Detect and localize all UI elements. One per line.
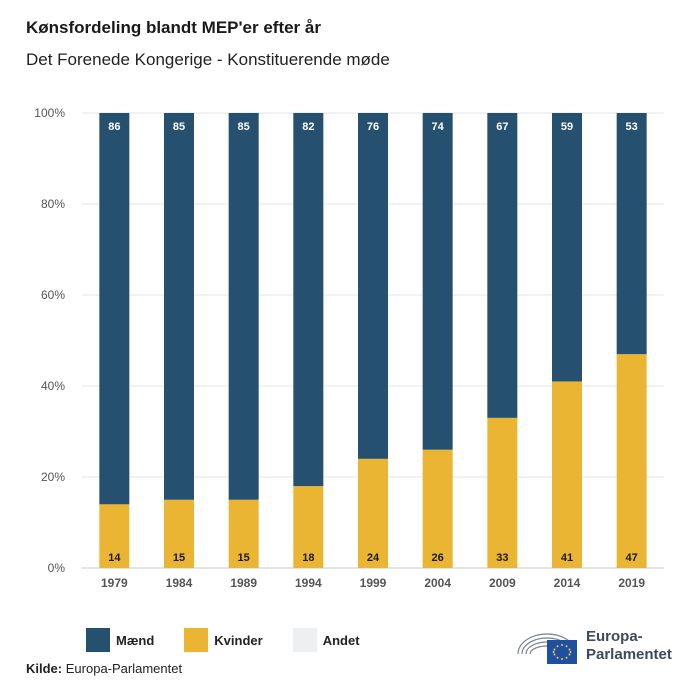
- source-note: Kilde: Europa-Parlamentet: [26, 661, 182, 676]
- data-label-men: 85: [238, 121, 250, 133]
- bar-women: [99, 504, 130, 568]
- bar-women: [293, 486, 324, 568]
- bar-women: [552, 381, 582, 568]
- data-label-men: 53: [626, 121, 638, 133]
- y-tick-label: 0%: [48, 561, 66, 575]
- bar-women: [422, 449, 453, 568]
- legend-item-women: Kvinder: [184, 628, 263, 652]
- x-tick-label: 2019: [618, 576, 645, 590]
- legend-label-other: Andet: [322, 632, 360, 648]
- data-label-women: 33: [496, 552, 508, 564]
- x-tick-label: 1994: [295, 576, 322, 590]
- x-tick-label: 2014: [554, 576, 581, 590]
- legend-swatch-women: [184, 628, 209, 652]
- logo-line-2: Parlamentet: [586, 646, 672, 663]
- x-tick-label: 1979: [101, 576, 128, 590]
- data-label-men: 85: [173, 121, 185, 133]
- legend-item-men: Mænd: [86, 628, 154, 652]
- legend-swatch-men: [86, 628, 110, 652]
- data-label-women: 15: [238, 552, 250, 564]
- bar-women: [616, 354, 647, 568]
- bar-men: [228, 113, 259, 500]
- data-label-women: 26: [432, 552, 444, 564]
- y-tick-label: 60%: [41, 288, 65, 302]
- x-tick-label: 1999: [360, 576, 387, 590]
- bar-men: [552, 113, 582, 382]
- bar-men: [293, 113, 324, 487]
- stacked-bar-chart: 0% 20% 40% 60% 80% 100% 86 14 1979 85 15 1984 85 15 19…: [34, 106, 664, 590]
- source-value: Europa-Parlamentet: [65, 661, 183, 676]
- data-label-men: 82: [302, 121, 314, 133]
- bar-men: [99, 113, 130, 505]
- legend-swatch-other: [292, 628, 317, 652]
- bar-men: [164, 113, 194, 500]
- bar-men: [616, 113, 647, 355]
- x-tick-label: 1984: [166, 576, 193, 590]
- x-tick-label: 2004: [424, 576, 451, 590]
- europarl-logo: Europa- Parlamentet: [514, 624, 684, 668]
- legend-item-other: Andet: [292, 628, 360, 652]
- data-label-men: 59: [561, 121, 573, 133]
- data-label-men: 74: [432, 121, 445, 133]
- data-label-women: 41: [561, 552, 573, 564]
- x-tick-label: 1989: [230, 576, 257, 590]
- y-tick-label: 100%: [34, 106, 65, 120]
- y-tick-label: 20%: [41, 470, 65, 484]
- bar-women: [358, 458, 388, 568]
- data-label-women: 14: [108, 552, 121, 564]
- y-tick-label: 40%: [41, 379, 65, 393]
- logo-line-1: Europa-: [586, 628, 643, 645]
- data-label-women: 47: [626, 552, 638, 564]
- bar-men: [358, 113, 388, 459]
- source-label: Kilde:: [26, 661, 63, 676]
- chart-subtitle: Det Forenede Kongerige - Konstituerende …: [26, 50, 390, 69]
- legend-label-men: Mænd: [116, 632, 155, 648]
- bar-women: [228, 499, 259, 568]
- chart-legend: Mænd Kvinder Andet: [86, 628, 390, 652]
- logo-wordmark: Europa- Parlamentet: [586, 628, 672, 664]
- data-label-women: 18: [302, 552, 314, 564]
- bar-men: [487, 113, 518, 418]
- data-label-women: 24: [367, 552, 380, 564]
- y-tick-label: 80%: [41, 197, 65, 211]
- data-label-men: 76: [367, 121, 379, 133]
- data-label-men: 86: [108, 121, 120, 133]
- parliament-hemicycle-icon: [517, 633, 577, 664]
- chart-title: Kønsfordeling blandt MEP'er efter år: [26, 18, 321, 37]
- legend-label-women: Kvinder: [214, 632, 263, 648]
- bar-men: [422, 113, 453, 450]
- data-label-women: 15: [173, 552, 185, 564]
- bar-women: [487, 417, 518, 568]
- bar-women: [164, 499, 194, 568]
- x-tick-label: 2009: [489, 576, 516, 590]
- data-label-men: 67: [496, 121, 508, 133]
